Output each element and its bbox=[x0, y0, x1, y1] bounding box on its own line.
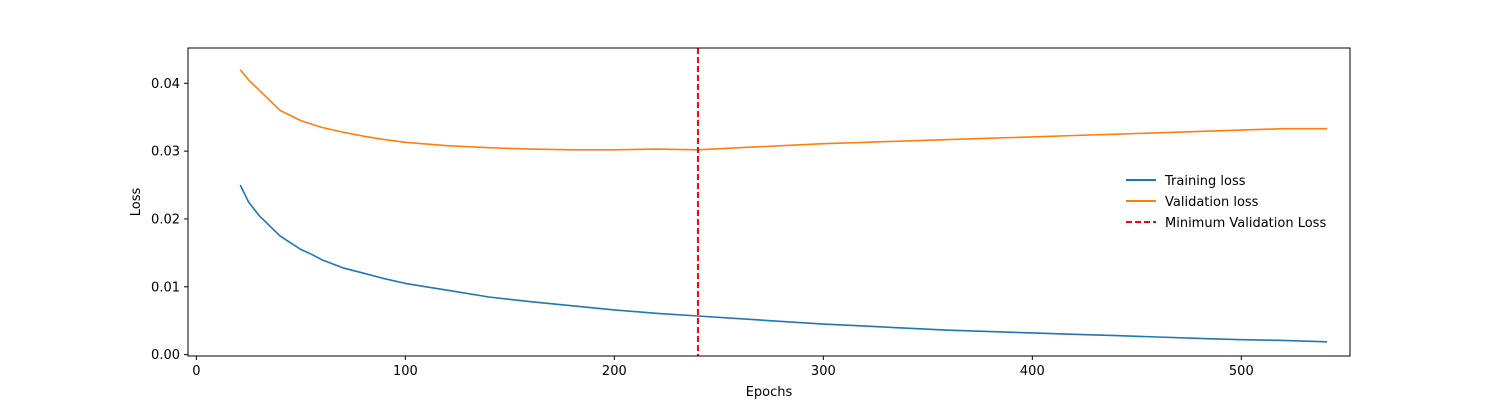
y-tick-label: 0.01 bbox=[151, 280, 180, 295]
legend: Training loss Validation loss Minimum Va… bbox=[1126, 174, 1326, 231]
legend-label-training: Training loss bbox=[1164, 174, 1246, 189]
x-axis: 0 100 200 300 400 500 bbox=[192, 356, 1254, 379]
plot-background bbox=[188, 48, 1350, 356]
x-tick-label: 500 bbox=[1229, 364, 1254, 379]
x-tick-label: 400 bbox=[1020, 364, 1045, 379]
x-tick-label: 0 bbox=[192, 364, 200, 379]
y-tick-label: 0.03 bbox=[151, 145, 180, 160]
legend-label-validation: Validation loss bbox=[1165, 195, 1259, 210]
series-layer bbox=[239, 69, 1328, 343]
x-tick-label: 100 bbox=[393, 364, 418, 379]
series-line-validation bbox=[239, 69, 1327, 151]
series-line-training bbox=[239, 184, 1328, 343]
legend-label-min-val: Minimum Validation Loss bbox=[1165, 216, 1326, 231]
plot-frame bbox=[187, 47, 1351, 357]
x-tick-label: 200 bbox=[602, 364, 627, 379]
y-tick-label: 0.02 bbox=[151, 212, 180, 227]
y-tick-label: 0.00 bbox=[151, 348, 180, 363]
x-axis-label: Epochs bbox=[746, 385, 793, 400]
y-axis: 0.00 0.01 0.02 0.03 0.04 bbox=[151, 77, 188, 363]
y-axis-label: Loss bbox=[129, 188, 144, 217]
y-tick-label: 0.04 bbox=[151, 77, 180, 92]
x-tick-label: 300 bbox=[811, 364, 836, 379]
